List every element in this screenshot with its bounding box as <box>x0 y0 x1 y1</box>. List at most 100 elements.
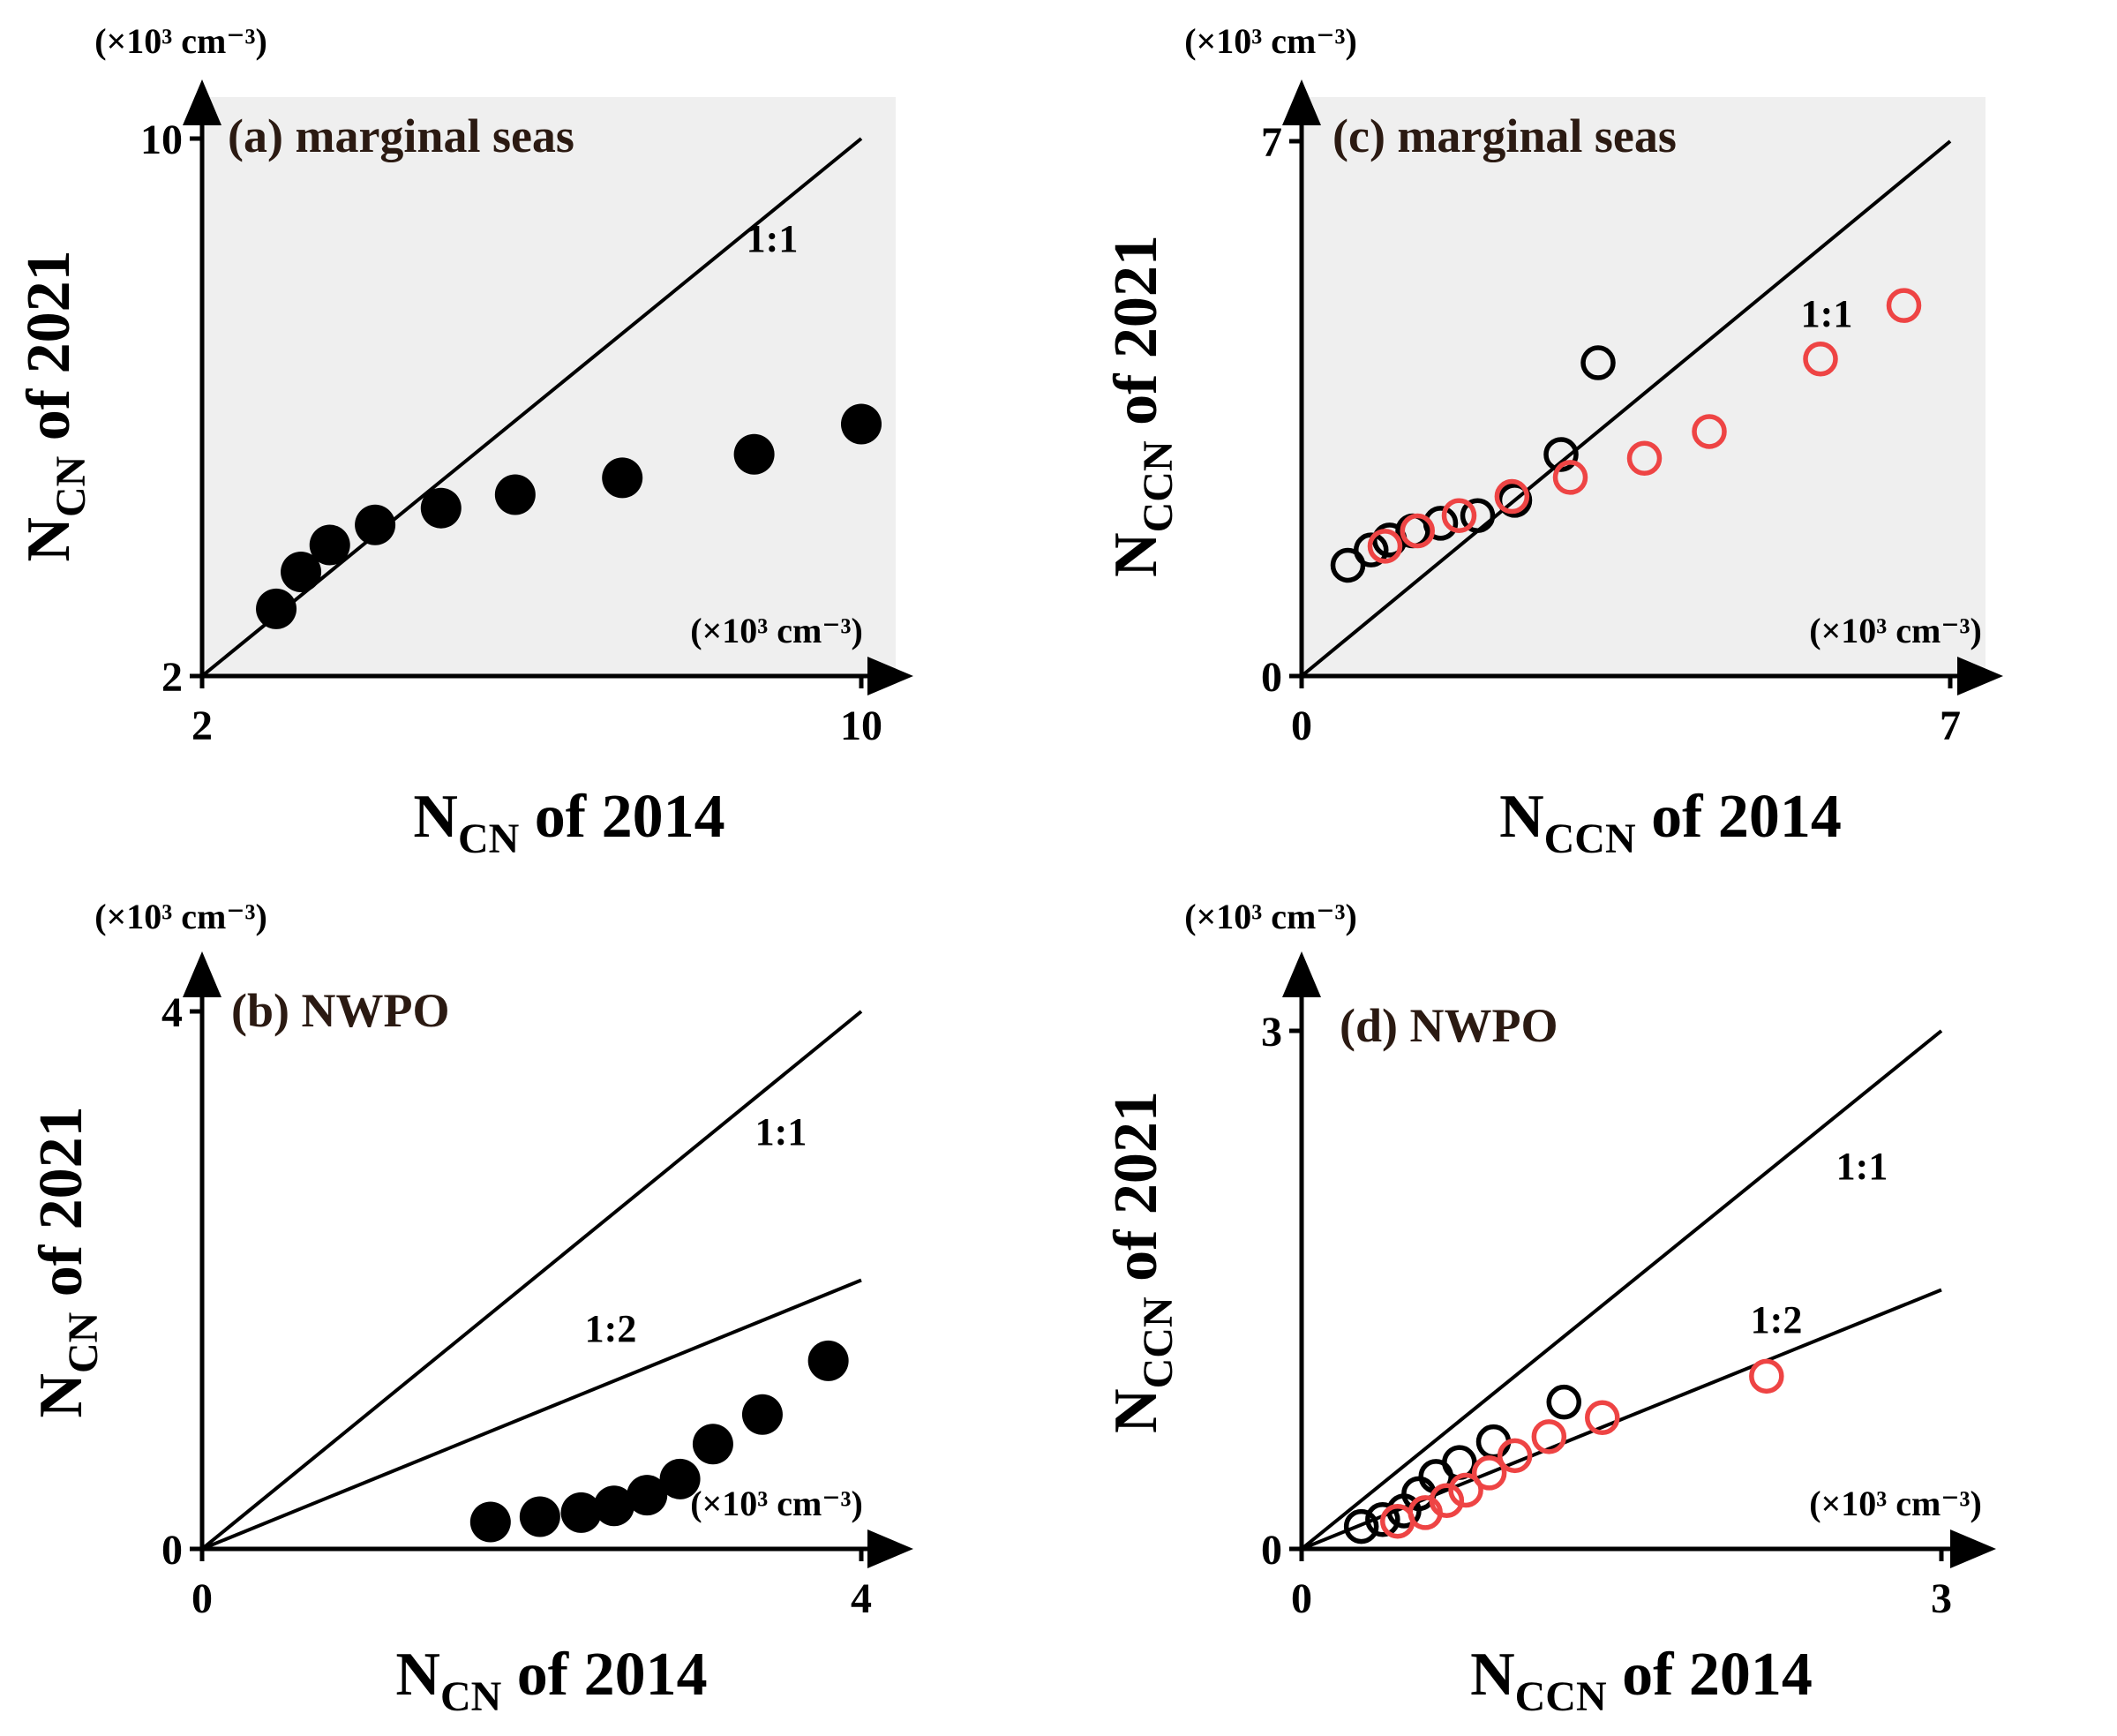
data-point <box>1423 506 1459 541</box>
x-axis-title: NCCN of 2014 <box>1499 783 1842 862</box>
data-point <box>733 433 775 475</box>
x-axis-arrow-icon <box>867 1529 913 1568</box>
ratio-label: 1:1 <box>1801 292 1853 335</box>
x-tick-label: 2 <box>191 703 213 749</box>
data-point <box>741 1394 783 1435</box>
y-title-main: N <box>15 517 83 562</box>
data-point <box>420 487 462 529</box>
y-tick-label: 0 <box>161 1527 183 1574</box>
y-unit-label: (×10³ cm⁻³) <box>94 897 267 936</box>
x-title-main: N <box>413 783 458 851</box>
data-point <box>692 1424 733 1465</box>
ratio-label: 1:1 <box>755 1110 807 1154</box>
panel-a: 2 10 2 10 1:1 (a) marginal seas (×10³ cm⁻³) (×1… <box>15 21 913 862</box>
data-point <box>627 1475 668 1516</box>
panel-c: 0 7 0 7 1:1 (c) marginal seas (×10³ cm⁻³) (×10³… <box>1102 21 2003 862</box>
data-point <box>1546 1384 1581 1420</box>
x-unit-label: (×10³ cm⁻³) <box>690 611 863 650</box>
x-tick-label: 4 <box>851 1575 872 1622</box>
y-title-rest: of 2021 <box>15 250 83 455</box>
panel-title: (a) marginal seas <box>228 109 574 162</box>
x-title-sub: CN <box>458 815 520 862</box>
x-axis-title: NCCN of 2014 <box>1470 1641 1813 1720</box>
y-tick-label: 4 <box>161 989 183 1036</box>
data-point <box>1354 532 1389 567</box>
y-axis-arrow-icon <box>183 79 221 125</box>
data-point <box>309 524 350 566</box>
x-title-sub: CN <box>440 1673 502 1720</box>
y-title-sub: CCN <box>1135 1296 1182 1388</box>
y-title-sub: CN <box>48 455 94 517</box>
y-unit-label: (×10³ cm⁻³) <box>1184 21 1357 61</box>
series-red <box>1380 1358 1784 1539</box>
y-axis-arrow-icon <box>1282 951 1321 997</box>
y-axis-arrow-icon <box>1282 79 1321 125</box>
x-title-rest: of 2014 <box>519 783 724 851</box>
data-point <box>1749 1358 1784 1394</box>
data-point <box>281 552 322 593</box>
data-point <box>256 588 297 629</box>
data-point <box>1475 1424 1512 1460</box>
plot-background <box>1302 97 1986 676</box>
y-title-rest: of 2021 <box>1102 235 1170 440</box>
x-tick-label: 0 <box>1291 703 1312 749</box>
x-axis-arrow-icon <box>1950 1529 1996 1568</box>
y-axis-title: NCCN of 2021 <box>1102 235 1182 577</box>
data-point <box>1441 498 1477 533</box>
x-unit-label: (×10³ cm⁻³) <box>690 1484 863 1523</box>
y-axis-title: NCCN of 2021 <box>1102 1091 1182 1433</box>
panel-d: 0 3 0 3 1:1 1:2 (d) NWPO (×10³ cm⁻³) (×10³ cm⁻³)… <box>1102 897 1996 1720</box>
y-tick-label: 0 <box>1261 1527 1282 1574</box>
ratio-label: 1:1 <box>1836 1145 1888 1188</box>
x-title-sub: CCN <box>1544 815 1636 862</box>
reference-line-1-1 <box>200 1010 863 1551</box>
x-title-main: N <box>1470 1641 1515 1709</box>
x-tick-label: 10 <box>840 703 882 749</box>
data-point <box>1429 1483 1465 1518</box>
x-unit-label: (×10³ cm⁻³) <box>1809 611 1982 650</box>
panel-b: 0 4 0 4 1:1 1:2 (b) NWPO (×10³ cm⁻³) (×10³ cm⁻³)… <box>27 897 913 1720</box>
series-CN <box>256 403 882 629</box>
ratio-label: 1:1 <box>747 217 799 260</box>
x-title-rest: of 2014 <box>1607 1641 1813 1709</box>
x-title-main: N <box>395 1641 440 1709</box>
data-point <box>1692 414 1727 449</box>
data-point <box>807 1340 849 1381</box>
y-axis-title: NCN of 2021 <box>15 250 94 561</box>
y-tick-label: 7 <box>1261 119 1282 166</box>
x-unit-label: (×10³ cm⁻³) <box>1809 1484 1982 1523</box>
reference-line-1-1 <box>1300 139 1952 678</box>
data-point <box>469 1501 511 1543</box>
x-title-sub: CCN <box>1515 1673 1607 1720</box>
y-axis-title: NCN of 2021 <box>27 1106 107 1417</box>
y-unit-label: (×10³ cm⁻³) <box>94 21 267 61</box>
data-point <box>1448 1472 1483 1508</box>
data-point <box>602 457 643 499</box>
data-point <box>1543 437 1579 472</box>
x-tick-label: 3 <box>1931 1575 1952 1622</box>
y-tick-label: 2 <box>161 654 183 701</box>
data-point <box>659 1458 701 1499</box>
x-tick-label: 7 <box>1940 703 1961 749</box>
y-unit-label: (×10³ cm⁻³) <box>1184 897 1357 936</box>
data-point <box>519 1496 560 1537</box>
y-tick-label: 3 <box>1261 1009 1282 1056</box>
y-title-rest: of 2021 <box>27 1106 95 1311</box>
x-axis-title: NCN of 2014 <box>395 1641 707 1720</box>
y-title-main: N <box>1102 1388 1170 1433</box>
ratio-label: 1:2 <box>585 1307 637 1350</box>
reference-line-1-2 <box>201 1278 862 1551</box>
data-point <box>1460 498 1496 533</box>
x-title-rest: of 2014 <box>501 1641 707 1709</box>
y-tick-label: 0 <box>1261 654 1282 701</box>
y-title-sub: CCN <box>1135 440 1182 532</box>
data-point <box>1471 1455 1507 1491</box>
ratio-label: 1:2 <box>1751 1298 1803 1341</box>
series-CN <box>469 1340 849 1543</box>
panel-title: (c) marginal seas <box>1333 109 1677 162</box>
y-title-rest: of 2021 <box>1102 1091 1170 1296</box>
data-point <box>593 1485 634 1527</box>
y-tick-label: 10 <box>140 116 183 163</box>
y-title-main: N <box>27 1373 95 1418</box>
